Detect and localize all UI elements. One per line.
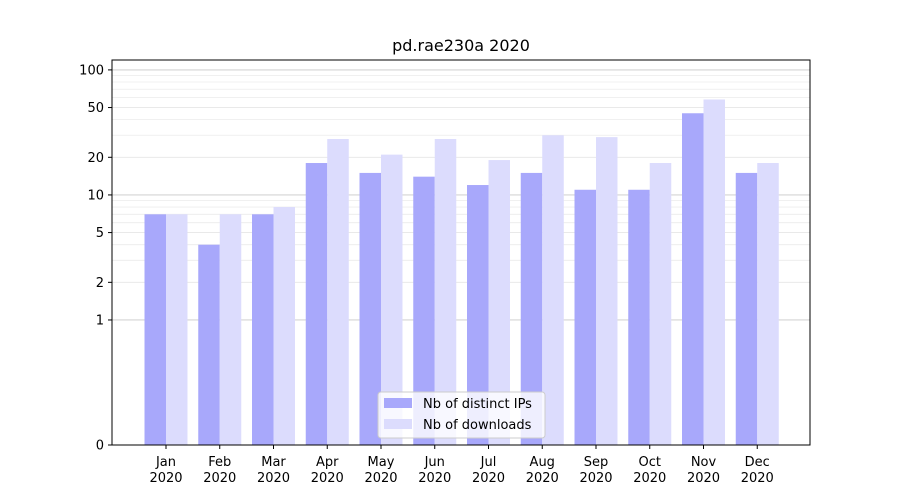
bar-downloads xyxy=(596,137,618,445)
legend-swatch-ips xyxy=(384,398,412,408)
x-tick-label: Mar 2020 xyxy=(257,455,290,486)
legend-label-downloads: Nb of downloads xyxy=(423,418,532,433)
bar-downloads xyxy=(434,139,457,445)
y-tick-label: 5 xyxy=(96,226,104,241)
bar-downloads xyxy=(649,163,672,445)
x-tick-label: Sep 2020 xyxy=(579,455,612,486)
bar-distinct-ips xyxy=(198,244,220,445)
axes-frame xyxy=(111,59,811,446)
bar-downloads xyxy=(327,139,349,445)
bar-downloads xyxy=(703,99,725,446)
y-tick-label: 0 xyxy=(96,439,104,454)
bar-distinct-ips xyxy=(305,163,328,445)
bar-downloads xyxy=(757,163,779,445)
y-tick-label: 2 xyxy=(96,276,104,291)
y-tick-label: 20 xyxy=(87,151,104,166)
bar-distinct-ips xyxy=(628,189,650,445)
bar-downloads xyxy=(542,135,564,445)
bar-downloads xyxy=(273,207,295,445)
bar-distinct-ips xyxy=(735,172,758,445)
x-tick-label: Jun 2020 xyxy=(418,455,451,486)
chart-title: pd.rae230a 2020 xyxy=(392,36,530,55)
bar-distinct-ips xyxy=(413,176,435,445)
x-tick-label: Jan 2020 xyxy=(149,455,182,486)
y-tick-label: 100 xyxy=(79,63,104,78)
x-tick-label: Feb 2020 xyxy=(203,455,236,486)
bar-downloads xyxy=(488,160,510,445)
legend-swatch-downloads xyxy=(384,419,412,429)
bar-downloads xyxy=(381,154,403,446)
x-tick-label: Dec 2020 xyxy=(741,455,774,486)
x-tick-label: Apr 2020 xyxy=(311,455,344,486)
legend: Nb of distinct IPs Nb of downloads xyxy=(377,391,546,439)
y-tick-label: 10 xyxy=(87,188,104,203)
bar-distinct-ips xyxy=(574,189,596,445)
bar-distinct-ips xyxy=(144,214,166,445)
x-axis: Jan 2020 Feb 2020 Mar 2020 Apr 2020 May 2020 Jun 20… xyxy=(149,445,774,486)
bars xyxy=(144,99,779,446)
legend-box xyxy=(377,391,546,439)
bar-distinct-ips xyxy=(359,172,381,445)
bar-distinct-ips xyxy=(520,172,543,445)
x-tick-label: May 2020 xyxy=(364,455,397,486)
y-tick-label: 1 xyxy=(96,313,104,328)
bar-downloads xyxy=(166,214,188,445)
x-tick-label: Oct 2020 xyxy=(633,455,666,486)
x-tick-label: Aug 2020 xyxy=(526,455,559,486)
bar-distinct-ips xyxy=(467,185,489,445)
y-axis: 0 1 2 5 10 20 50 100 xyxy=(79,63,112,454)
y-tick-label: 50 xyxy=(87,101,104,116)
legend-label-ips: Nb of distinct IPs xyxy=(423,397,532,412)
x-tick-label: Jul 2020 xyxy=(472,455,505,486)
bar-distinct-ips xyxy=(252,214,274,445)
x-tick-label: Nov 2020 xyxy=(687,455,720,486)
bar-distinct-ips xyxy=(682,113,704,445)
bar-downloads xyxy=(219,214,242,445)
